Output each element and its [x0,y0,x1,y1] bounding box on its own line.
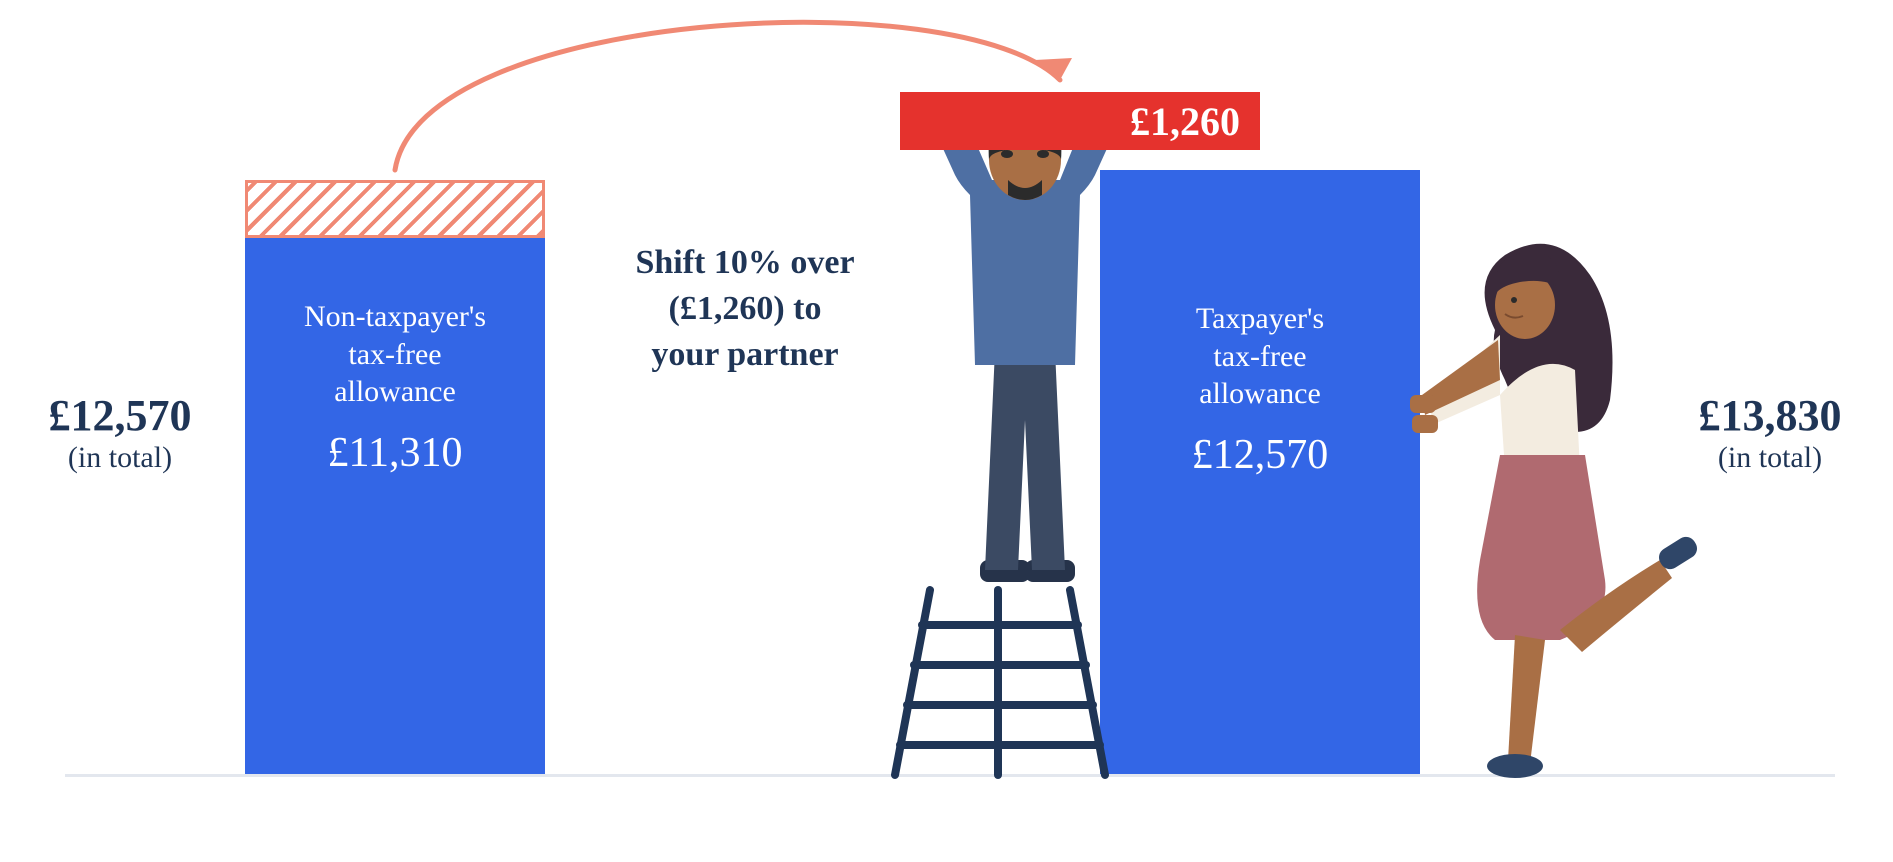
woman-icon [1410,244,1701,778]
infographic-stage: £12,570 (in total) Non-taxpayer's tax-fr… [0,0,1893,862]
transfer-block-amount: £1,260 [1130,98,1240,145]
right-total-amount: £13,830 [1660,390,1880,441]
transfer-block: £1,260 [900,92,1260,150]
right-total-sub: (in total) [1660,441,1880,475]
man-icon [925,100,1125,582]
right-total-label: £13,830 (in total) [1660,390,1880,475]
ladder-icon [895,590,1105,775]
